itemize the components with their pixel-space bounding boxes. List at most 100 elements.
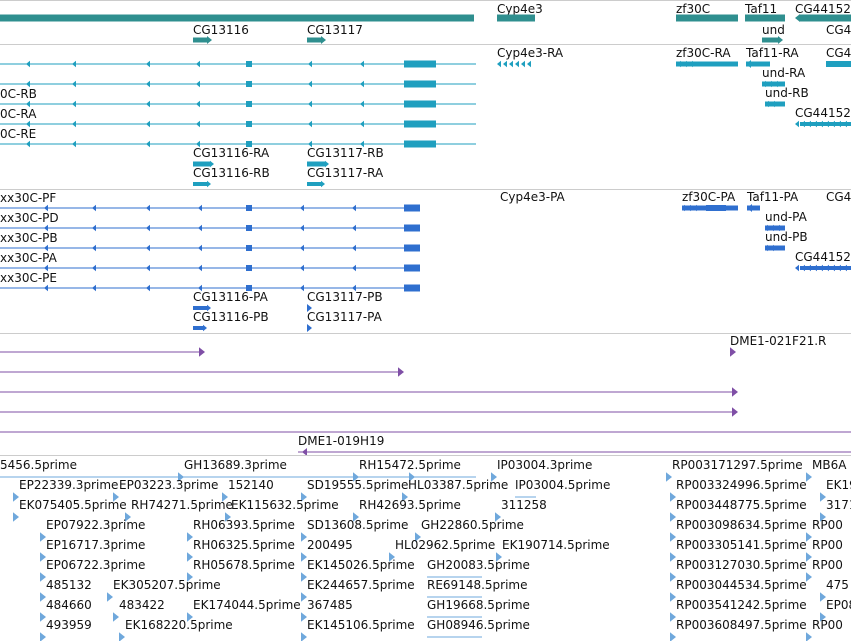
est-arrow[interactable] xyxy=(301,572,307,582)
est-arrow[interactable] xyxy=(670,532,676,542)
feature-label-485132[interactable]: 485132 xyxy=(46,578,92,592)
transcript-glyph[interactable] xyxy=(503,60,507,68)
transcript-exon[interactable] xyxy=(404,120,436,128)
transcript-glyph[interactable] xyxy=(831,120,835,128)
transcript-exon[interactable] xyxy=(193,182,207,186)
protein-arrow[interactable] xyxy=(300,204,304,212)
gene-glyph[interactable] xyxy=(676,14,738,22)
protein-arrow[interactable] xyxy=(44,284,48,292)
est-arrow[interactable] xyxy=(389,552,395,562)
feature-label-xx30c-pb[interactable]: xx30C-PB xyxy=(0,231,58,245)
protein-arrow[interactable] xyxy=(92,244,96,252)
protein-exon[interactable] xyxy=(246,225,252,231)
protein-glyph[interactable] xyxy=(801,264,805,272)
feature-label-sd13608-5prime[interactable]: SD13608.5prime xyxy=(307,518,408,532)
est-arrow[interactable] xyxy=(670,572,676,582)
gene-arrow[interactable] xyxy=(321,36,326,44)
protein-arrow[interactable] xyxy=(300,244,304,252)
feature-label-rp00[interactable]: RP00 xyxy=(812,558,843,572)
protein-glyph[interactable] xyxy=(690,204,694,212)
protein-arrow[interactable] xyxy=(198,244,202,252)
protein-exon[interactable] xyxy=(193,326,203,330)
transcript-arrow[interactable] xyxy=(72,100,76,108)
est-arrow[interactable] xyxy=(187,572,193,582)
feature-label-re69148-5prime[interactable]: RE69148.5prime xyxy=(427,578,528,592)
protein-glyph[interactable] xyxy=(795,264,799,272)
feature-label-und[interactable]: und xyxy=(762,23,785,37)
transcript-exon[interactable] xyxy=(307,182,321,186)
protein-arrow[interactable] xyxy=(92,204,96,212)
protein-exon[interactable] xyxy=(246,245,252,251)
feature-label-rp003608497-5prime[interactable]: RP003608497.5prime xyxy=(676,618,807,632)
transcript-arrow[interactable] xyxy=(26,120,30,128)
gene-glyph[interactable] xyxy=(193,37,207,43)
feature-label-rh05678-5prime[interactable]: RH05678.5prime xyxy=(193,558,295,572)
est-arrow[interactable] xyxy=(820,512,826,522)
est-arrow[interactable] xyxy=(40,572,46,582)
protein-arrow[interactable] xyxy=(352,224,356,232)
est-arrow[interactable] xyxy=(13,512,19,522)
clone-arrow[interactable] xyxy=(199,347,205,357)
est-arrow[interactable] xyxy=(301,632,307,641)
transcript-arrow[interactable] xyxy=(72,120,76,128)
feature-label-cg13117-rb[interactable]: CG13117-RB xyxy=(307,146,384,160)
transcript-arrow[interactable] xyxy=(321,180,325,188)
est-arrow[interactable] xyxy=(495,512,501,522)
transcript-glyph[interactable] xyxy=(692,60,696,68)
protein-arrow[interactable] xyxy=(198,264,202,272)
transcript-glyph[interactable] xyxy=(807,120,811,128)
feature-label-ip03004-3prime[interactable]: IP03004.3prime xyxy=(497,458,592,472)
protein-arrow[interactable] xyxy=(92,264,96,272)
transcript-arrow[interactable] xyxy=(146,80,150,88)
feature-label-hl03387-5prime[interactable]: HL03387.5prime xyxy=(408,478,508,492)
protein-arrow[interactable] xyxy=(352,204,356,212)
feature-label-rp003098634-5prime[interactable]: RP003098634.5prime xyxy=(676,518,807,532)
feature-label-cyp4e3[interactable]: Cyp4e3 xyxy=(497,2,543,16)
protein-exon[interactable] xyxy=(747,205,760,211)
est-arrow[interactable] xyxy=(670,552,676,562)
transcript-exon[interactable] xyxy=(193,161,210,167)
transcript-glyph[interactable] xyxy=(521,60,525,68)
gene-glyph[interactable] xyxy=(745,14,785,22)
feature-label-rh06325-5prime[interactable]: RH06325.5prime xyxy=(193,538,295,552)
feature-label-cg13117-pb[interactable]: CG13117-PB xyxy=(307,290,383,304)
est-arrow[interactable] xyxy=(670,512,676,522)
est-arrow[interactable] xyxy=(670,492,676,502)
transcript-arrow[interactable] xyxy=(146,60,150,68)
gene-arrow[interactable] xyxy=(795,14,800,22)
protein-exon[interactable] xyxy=(404,284,420,292)
feature-label-5456-5prime[interactable]: 5456.5prime xyxy=(0,458,77,472)
feature-label-rp00[interactable]: RP00 xyxy=(812,618,843,632)
gene-glyph[interactable] xyxy=(497,14,535,22)
feature-label-0c-ra[interactable]: 0C-RA xyxy=(0,107,37,121)
feature-label-und-pb[interactable]: und-PB xyxy=(765,230,808,244)
feature-label-ek244657-5prime[interactable]: EK244657.5prime xyxy=(307,578,415,592)
feature-label-cg4[interactable]: CG4 xyxy=(826,46,851,60)
transcript-arrow[interactable] xyxy=(26,60,30,68)
feature-label-367485[interactable]: 367485 xyxy=(307,598,353,612)
transcript-arrow[interactable] xyxy=(308,80,312,88)
feature-label-xx30c-pf[interactable]: xx30C-PF xyxy=(0,191,56,205)
feature-label-dme1-021f21-r[interactable]: DME1-021F21.R xyxy=(730,334,826,348)
feature-label-ek115632-5prime[interactable]: EK115632.5prime xyxy=(231,498,339,512)
protein-arrow[interactable] xyxy=(352,244,356,252)
est-arrow[interactable] xyxy=(670,592,676,602)
protein-arrow[interactable] xyxy=(307,304,312,312)
protein-exon[interactable] xyxy=(246,205,252,211)
feature-label-rp003305141-5prime[interactable]: RP003305141.5prime xyxy=(676,538,807,552)
transcript-arrow[interactable] xyxy=(360,80,364,88)
est-arrow[interactable] xyxy=(107,592,113,602)
transcript-arrow[interactable] xyxy=(360,140,364,148)
feature-label-gh19668-5prime[interactable]: GH19668.5prime xyxy=(427,598,530,612)
protein-glyph[interactable] xyxy=(813,264,817,272)
protein-arrow[interactable] xyxy=(146,264,150,272)
est-arrow[interactable] xyxy=(119,632,125,641)
protein-arrow[interactable] xyxy=(146,224,150,232)
est-arrow[interactable] xyxy=(40,592,46,602)
feature-label-zf30c-ra[interactable]: zf30C-RA xyxy=(676,46,731,60)
est-arrow[interactable] xyxy=(409,472,415,482)
est-arrow[interactable] xyxy=(301,492,307,502)
est-arrow[interactable] xyxy=(178,472,184,482)
feature-label-ek075405-5prime[interactable]: EK075405.5prime xyxy=(19,498,127,512)
est-arrow[interactable] xyxy=(670,612,676,622)
